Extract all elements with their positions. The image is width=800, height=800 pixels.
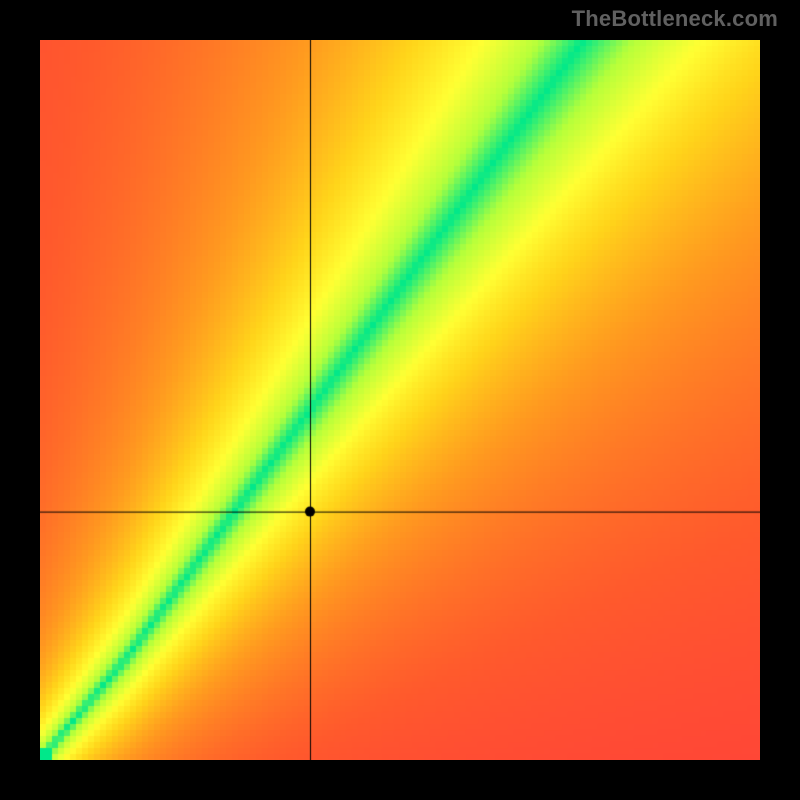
watermark-text: TheBottleneck.com <box>572 6 778 32</box>
plot-area <box>40 40 760 760</box>
heatmap-canvas <box>40 40 760 760</box>
outer-frame: TheBottleneck.com <box>0 0 800 800</box>
